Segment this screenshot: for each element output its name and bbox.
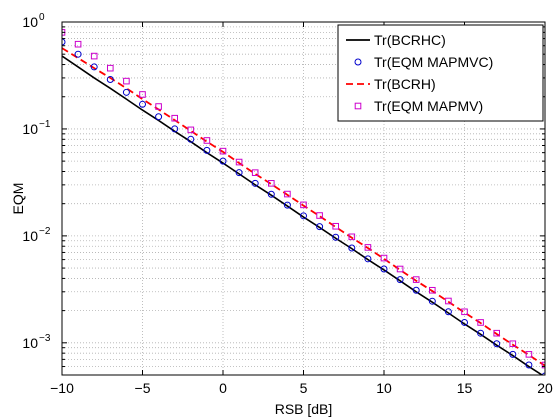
data-point-square xyxy=(509,340,517,348)
plot-series xyxy=(62,29,545,375)
data-point-square xyxy=(300,201,307,209)
x-axis-label: RSB [dB] xyxy=(275,401,333,417)
data-point-circle xyxy=(203,146,211,154)
data-point-square xyxy=(461,308,468,316)
data-point-square xyxy=(541,361,545,369)
data-point-circle xyxy=(235,169,243,177)
data-point-circle xyxy=(251,179,259,187)
data-point-circle xyxy=(155,113,163,121)
data-point-circle xyxy=(364,255,372,263)
data-point-square xyxy=(139,91,146,98)
data-point-circle xyxy=(332,233,340,241)
series-3 xyxy=(62,29,545,369)
legend: Tr(BCRHC) Tr(EQM MAPMVC) Tr(BCRH) Tr(EQM MA… xyxy=(337,24,544,122)
legend-label: Tr(EQM MAPMV) xyxy=(374,98,483,114)
series-2 xyxy=(62,47,545,367)
y-axis-label: EQM xyxy=(10,183,26,215)
y-tick-base: 10 xyxy=(22,335,38,351)
data-point-square xyxy=(235,158,243,166)
series-line xyxy=(62,55,544,375)
legend-marker-square xyxy=(354,102,362,110)
x-tick-label: 10 xyxy=(376,380,392,396)
series-0 xyxy=(62,55,544,375)
data-point-circle xyxy=(316,223,324,231)
data-point-circle xyxy=(90,63,98,71)
legend-label: Tr(BCRH) xyxy=(374,76,436,92)
data-point-circle xyxy=(171,125,179,133)
data-point-square xyxy=(396,265,404,273)
data-point-square xyxy=(332,222,339,230)
y-tick-exponent: 0 xyxy=(39,12,45,23)
data-point-circle xyxy=(74,50,82,58)
series-line xyxy=(62,47,545,367)
data-point-square xyxy=(155,103,162,110)
data-point-square xyxy=(316,212,323,219)
data-point-circle xyxy=(122,88,130,96)
data-point-square xyxy=(493,329,500,337)
data-point-square xyxy=(203,137,211,144)
data-point-square xyxy=(107,64,114,72)
data-point-square xyxy=(412,276,420,283)
x-tick-label: −10 xyxy=(50,380,74,396)
x-tick-label: 5 xyxy=(300,380,308,396)
data-point-square xyxy=(348,233,356,241)
legend-marker-circle xyxy=(354,58,362,66)
legend-label: Tr(EQM MAPMVC) xyxy=(374,54,493,70)
data-point-circle xyxy=(461,318,468,326)
data-point-square xyxy=(364,244,372,251)
data-point-square xyxy=(429,286,436,294)
data-point-circle xyxy=(396,276,404,284)
data-point-circle xyxy=(493,340,501,348)
y-tick-label: 10 xyxy=(22,121,38,137)
x-tick-label: 20 xyxy=(537,380,553,396)
data-point-square xyxy=(380,254,388,262)
x-tick-label: −5 xyxy=(135,380,151,396)
y-tick-label: 10 xyxy=(22,14,38,30)
data-point-circle xyxy=(300,212,307,220)
data-point-circle xyxy=(444,308,452,316)
data-point-circle xyxy=(283,201,291,209)
series-1 xyxy=(62,38,545,375)
x-tick-label: 15 xyxy=(457,380,473,396)
data-point-square xyxy=(251,169,259,176)
data-point-circle xyxy=(509,350,517,358)
data-point-circle xyxy=(62,38,66,46)
data-point-square xyxy=(123,77,130,85)
y-tick-base: 10 xyxy=(22,14,38,30)
data-point-square xyxy=(74,40,82,48)
y-tick-base: 10 xyxy=(22,228,38,244)
y-tick-label: 10 xyxy=(22,335,38,351)
data-point-square xyxy=(187,126,195,134)
y-tick-exponent: −3 xyxy=(39,333,51,344)
data-point-square xyxy=(90,52,98,60)
data-point-square xyxy=(171,114,178,122)
data-point-circle xyxy=(428,297,436,305)
y-tick-base: 10 xyxy=(22,121,38,137)
data-point-circle xyxy=(380,265,388,273)
x-tick-label: 0 xyxy=(219,380,227,396)
y-tick-exponent: −2 xyxy=(39,226,51,237)
data-point-square xyxy=(268,180,275,187)
y-tick-exponent: −1 xyxy=(39,119,51,130)
data-point-circle xyxy=(219,157,227,165)
y-tick-label: 10 xyxy=(22,228,38,244)
data-point-circle xyxy=(106,75,114,83)
data-point-circle xyxy=(525,361,533,369)
data-point-square xyxy=(445,297,452,305)
data-point-square xyxy=(284,190,291,198)
data-point-circle xyxy=(187,135,195,143)
legend-label: Tr(BCRHC) xyxy=(374,32,446,48)
data-point-circle xyxy=(267,190,275,198)
data-point-square xyxy=(477,319,484,326)
data-point-circle xyxy=(139,100,146,108)
legend-box xyxy=(337,24,544,122)
data-point-circle xyxy=(412,286,420,294)
data-point-square xyxy=(525,351,533,358)
data-point-circle xyxy=(477,329,485,337)
data-point-square xyxy=(219,147,227,155)
data-point-circle xyxy=(348,244,356,252)
